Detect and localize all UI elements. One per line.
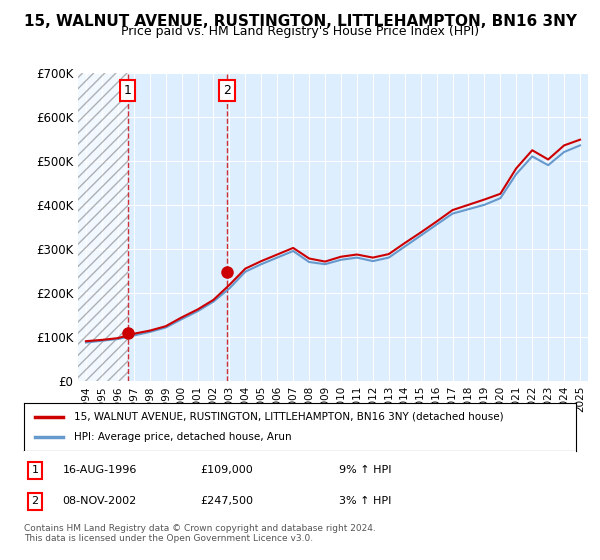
Text: £109,000: £109,000 [200,465,253,475]
Text: 1: 1 [32,465,38,475]
Text: 3% ↑ HPI: 3% ↑ HPI [338,496,391,506]
Text: 9% ↑ HPI: 9% ↑ HPI [338,465,391,475]
Text: £247,500: £247,500 [200,496,254,506]
Text: 16-AUG-1996: 16-AUG-1996 [62,465,137,475]
Bar [78,73,128,381]
Text: 1: 1 [124,84,132,97]
Text: 15, WALNUT AVENUE, RUSTINGTON, LITTLEHAMPTON, BN16 3NY (detached house): 15, WALNUT AVENUE, RUSTINGTON, LITTLEHAM… [74,412,503,422]
Text: 08-NOV-2002: 08-NOV-2002 [62,496,137,506]
Text: HPI: Average price, detached house, Arun: HPI: Average price, detached house, Arun [74,432,292,442]
Text: 2: 2 [223,84,231,97]
Text: 2: 2 [31,496,38,506]
Text: Price paid vs. HM Land Registry's House Price Index (HPI): Price paid vs. HM Land Registry's House … [121,25,479,38]
Text: Contains HM Land Registry data © Crown copyright and database right 2024.
This d: Contains HM Land Registry data © Crown c… [24,524,376,543]
Text: 15, WALNUT AVENUE, RUSTINGTON, LITTLEHAMPTON, BN16 3NY: 15, WALNUT AVENUE, RUSTINGTON, LITTLEHAM… [23,14,577,29]
